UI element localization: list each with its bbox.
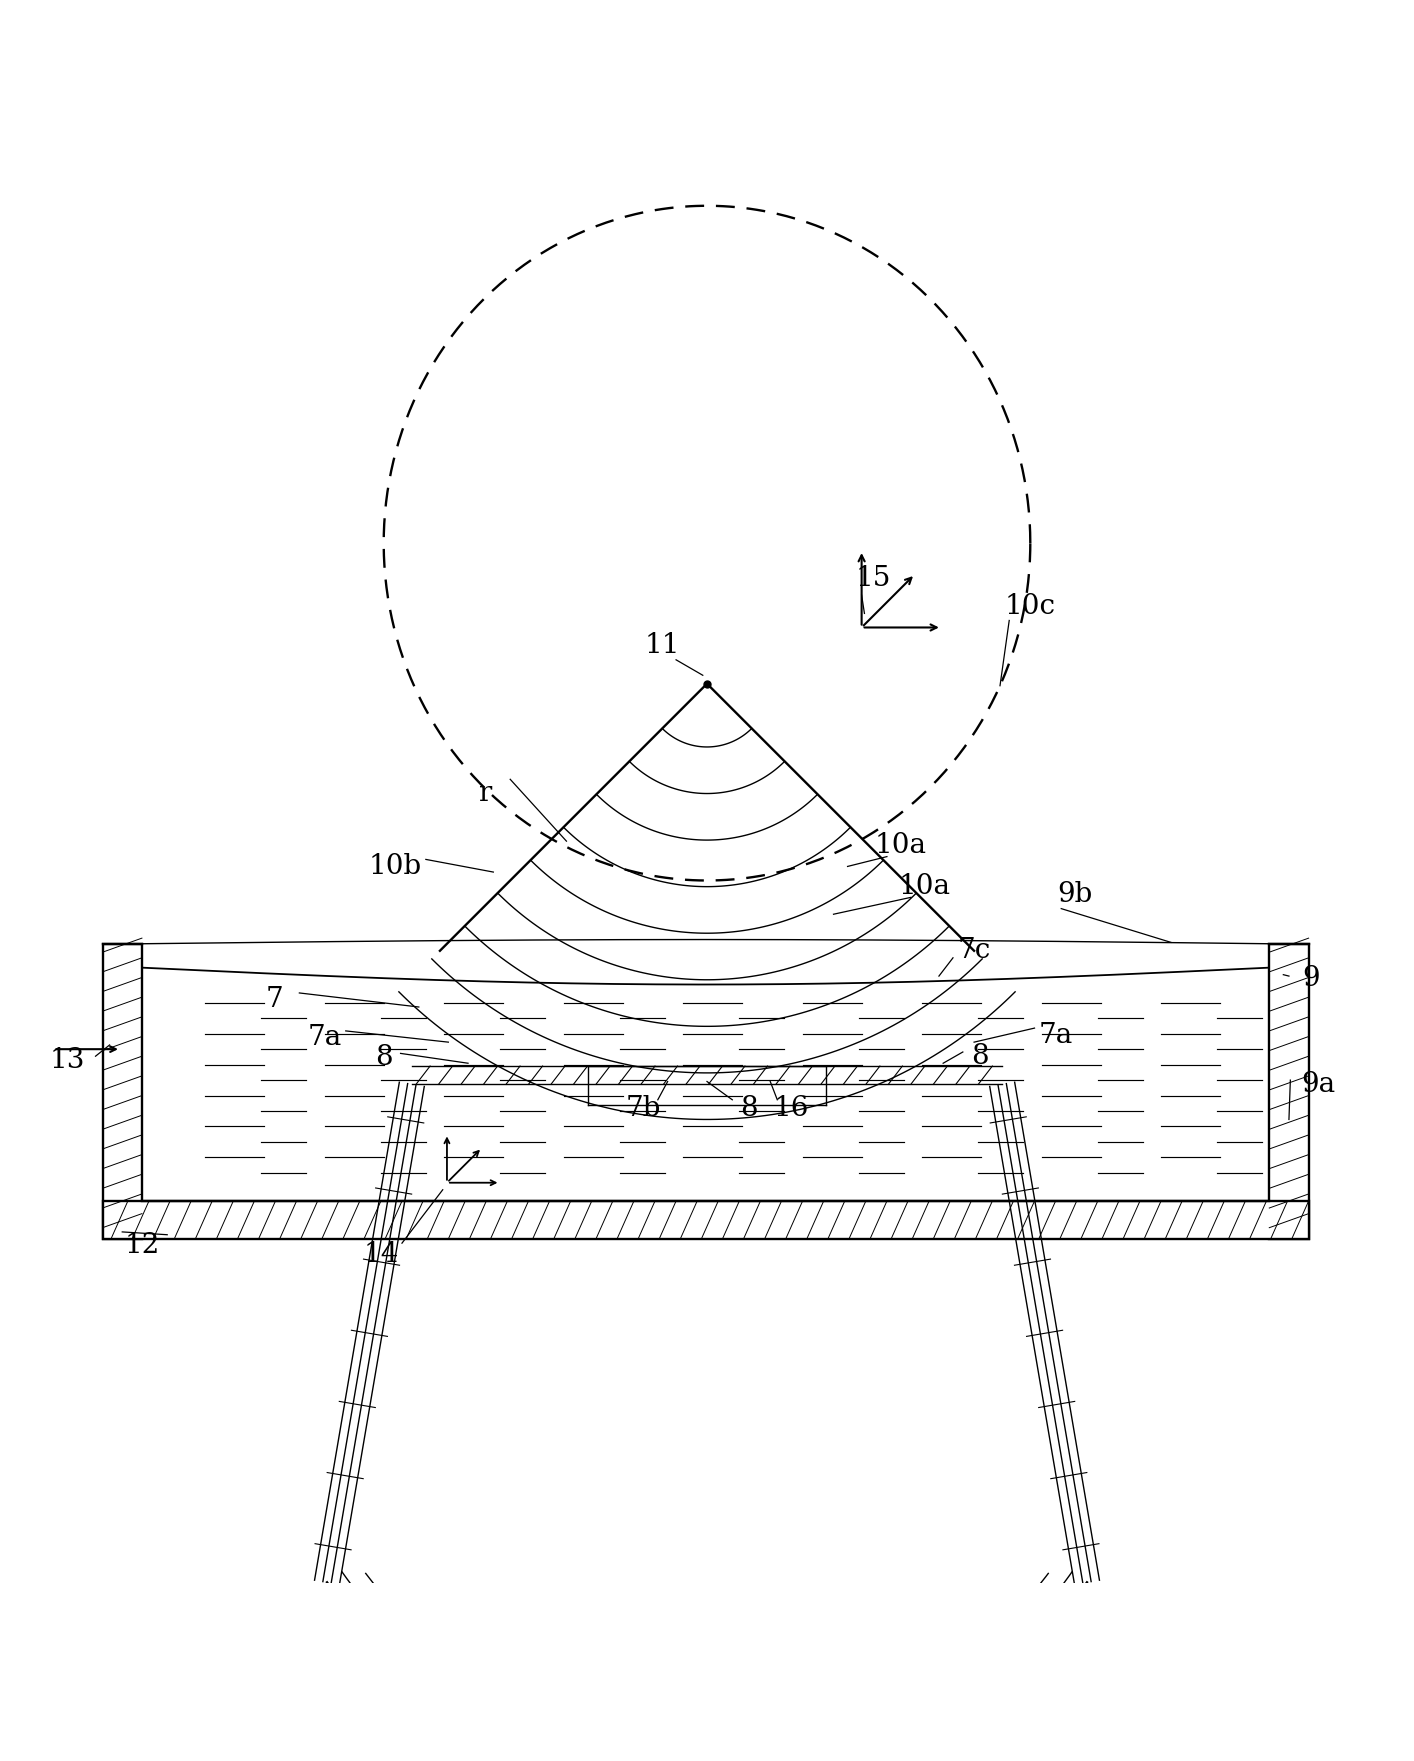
Text: 10a: 10a <box>875 831 928 859</box>
Text: 7a: 7a <box>1038 1021 1073 1048</box>
Bar <box>103 944 141 1240</box>
Bar <box>1270 944 1308 1240</box>
Text: 7b: 7b <box>626 1095 662 1122</box>
Text: r: r <box>478 780 492 807</box>
Text: 8: 8 <box>375 1044 393 1071</box>
Text: 8: 8 <box>971 1043 988 1069</box>
Text: 16: 16 <box>773 1095 809 1122</box>
Text: 9a: 9a <box>1301 1071 1336 1097</box>
Text: 11: 11 <box>645 632 680 659</box>
Text: 7a: 7a <box>307 1025 342 1051</box>
Text: 12: 12 <box>124 1233 160 1259</box>
Text: 10c: 10c <box>1005 593 1056 620</box>
Bar <box>103 1201 1308 1240</box>
Text: 9: 9 <box>1302 965 1321 993</box>
Text: 14: 14 <box>363 1242 399 1268</box>
Text: 9b: 9b <box>1058 880 1093 909</box>
Text: 7: 7 <box>266 986 283 1014</box>
Text: 8: 8 <box>741 1095 758 1122</box>
Text: 13: 13 <box>49 1048 85 1074</box>
Text: 10b: 10b <box>369 852 421 880</box>
Text: 7c: 7c <box>957 937 991 965</box>
Text: 15: 15 <box>855 565 891 592</box>
Text: 10a: 10a <box>899 873 950 900</box>
